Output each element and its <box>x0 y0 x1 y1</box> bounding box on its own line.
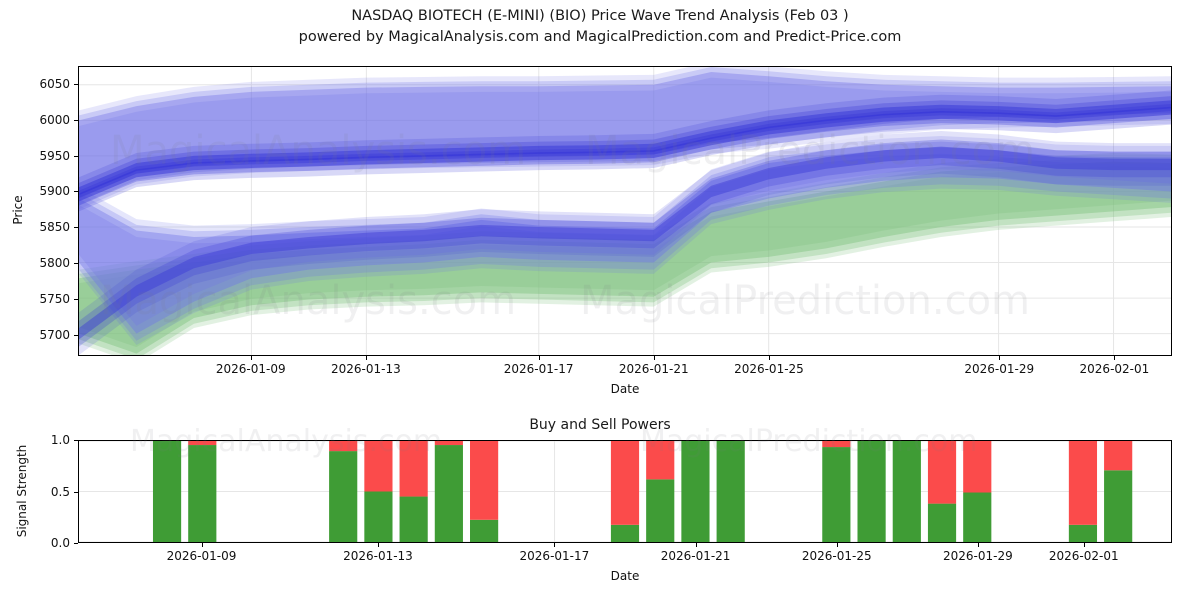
price-y-tick-label: 6050 <box>39 76 70 91</box>
price-wave-plot[interactable] <box>78 66 1172 356</box>
price-x-tick-mark <box>538 356 540 360</box>
signal-strength-axis-label: Signal Strength <box>15 444 29 537</box>
signal-x-tick-label: 2026-01-29 <box>943 549 1013 563</box>
price-x-tick-mark <box>1114 356 1116 360</box>
price-y-tick-mark <box>74 191 78 193</box>
signal-x-tick-mark <box>977 543 979 547</box>
price-wave-svg <box>79 67 1171 355</box>
price-y-tick-label: 5800 <box>39 255 70 270</box>
price-y-tick-mark <box>74 83 78 85</box>
price-x-tick-mark <box>250 356 252 360</box>
price-y-tick-label: 6000 <box>39 112 70 127</box>
signal-x-tick-mark <box>377 543 379 547</box>
price-y-tick-mark <box>74 262 78 264</box>
price-y-tick-label: 5950 <box>39 148 70 163</box>
price-y-tick-label: 5900 <box>39 184 70 199</box>
price-x-tick-mark <box>768 356 770 360</box>
page-title: NASDAQ BIOTECH (E-MINI) (BIO) Price Wave… <box>0 6 1200 48</box>
signal-x-tick-mark <box>1083 543 1085 547</box>
price-x-tick-label: 2026-01-25 <box>734 362 804 376</box>
signal-x-tick-mark <box>695 543 697 547</box>
price-x-tick-mark <box>999 356 1001 360</box>
price-x-tick-mark <box>653 356 655 360</box>
price-y-tick-label: 5700 <box>39 327 70 342</box>
price-x-tick-label: 2026-01-09 <box>215 362 286 376</box>
date-axis-label-bars: Date <box>610 569 640 583</box>
buy-sell-powers-svg <box>79 441 1171 542</box>
chart-subtitle: powered by MagicalAnalysis.com and Magic… <box>298 29 902 45</box>
price-x-tick-label: 2026-01-29 <box>964 362 1035 376</box>
signal-y-tick-label: 0.5 <box>50 484 70 499</box>
price-y-tick-mark <box>74 155 78 157</box>
signal-x-tick-label: 2026-01-25 <box>801 549 872 563</box>
price-x-tick-label: 2026-02-01 <box>1079 362 1150 376</box>
signal-y-tick-mark <box>74 440 78 441</box>
price-y-tick-mark <box>74 298 78 300</box>
price-y-tick-label: 5750 <box>39 291 70 306</box>
price-y-tick-mark <box>74 227 78 229</box>
bar-chart-title: Buy and Sell Powers <box>529 417 671 433</box>
price-x-tick-label: 2026-01-17 <box>503 362 574 376</box>
signal-y-tick-mark <box>74 543 78 544</box>
price-x-tick-mark <box>365 356 367 360</box>
price-x-tick-label: 2026-01-21 <box>618 362 689 376</box>
signal-x-tick-label: 2026-01-09 <box>166 549 237 563</box>
price-axis-label: Price <box>11 195 25 225</box>
buy-sell-powers-plot[interactable] <box>78 440 1172 543</box>
signal-x-tick-mark <box>201 543 203 547</box>
price-y-tick-label: 5850 <box>39 220 70 235</box>
date-axis-label-main: Date <box>610 382 640 396</box>
signal-y-tick-label: 0.0 <box>50 536 70 550</box>
signal-x-tick-mark <box>554 543 556 547</box>
signal-y-tick-mark <box>74 491 78 493</box>
signal-x-tick-label: 2026-01-13 <box>343 549 413 563</box>
price-y-tick-mark <box>74 334 78 336</box>
signal-x-tick-label: 2026-02-01 <box>1048 549 1119 563</box>
signal-x-tick-mark <box>836 543 838 547</box>
signal-y-tick-label: 1.0 <box>50 433 70 447</box>
price-y-tick-mark <box>74 119 78 121</box>
chart-title: NASDAQ BIOTECH (E-MINI) (BIO) Price Wave… <box>351 8 849 24</box>
price-x-tick-label: 2026-01-13 <box>331 362 401 376</box>
signal-x-tick-label: 2026-01-17 <box>519 549 590 563</box>
signal-x-tick-label: 2026-01-21 <box>660 549 731 563</box>
